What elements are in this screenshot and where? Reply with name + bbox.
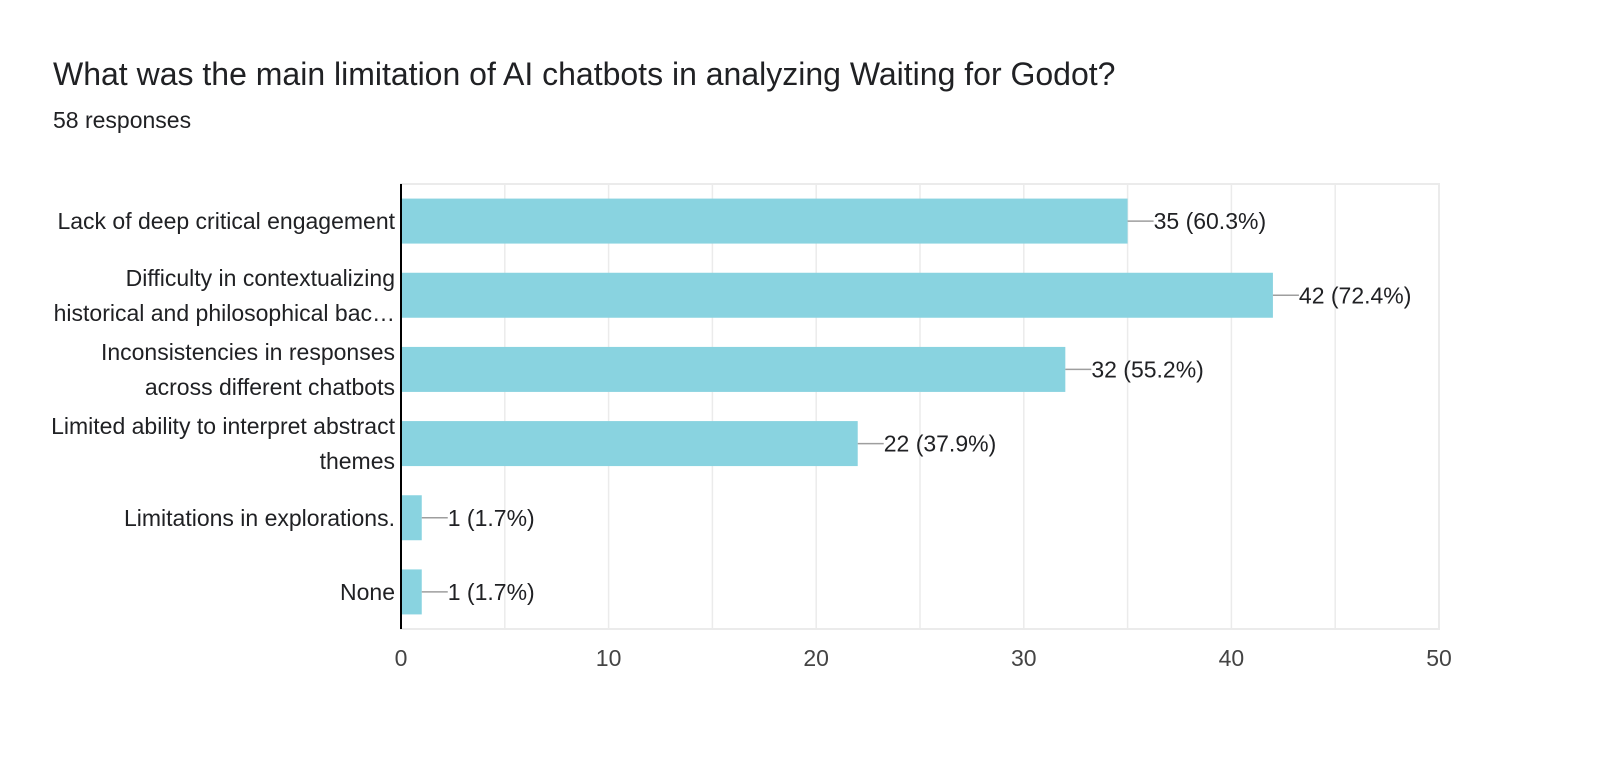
x-tick-label: 40 xyxy=(1219,645,1245,671)
category-label: historical and philosophical bac… xyxy=(54,300,395,326)
bar xyxy=(401,421,858,467)
category-label: Lack of deep critical engagement xyxy=(57,208,395,234)
bar xyxy=(401,346,1066,392)
category-label: Limited ability to interpret abstract xyxy=(51,413,395,439)
data-label: 1 (1.7%) xyxy=(448,579,535,605)
bar xyxy=(401,569,422,615)
x-tick-label: 10 xyxy=(596,645,622,671)
bar xyxy=(401,495,422,541)
x-tick-label: 0 xyxy=(395,645,408,671)
data-label: 42 (72.4%) xyxy=(1299,282,1412,308)
data-label: 1 (1.7%) xyxy=(448,505,535,531)
category-label: Difficulty in contextualizing xyxy=(126,265,395,291)
data-label: 35 (60.3%) xyxy=(1154,208,1267,234)
category-label: across different chatbots xyxy=(145,374,395,400)
bar xyxy=(401,198,1128,244)
x-tick-label: 20 xyxy=(803,645,829,671)
x-tick-label: 50 xyxy=(1426,645,1452,671)
response-count: 58 responses xyxy=(53,107,192,133)
question-title: What was the main limitation of AI chatb… xyxy=(53,56,1116,92)
category-label: Limitations in explorations. xyxy=(124,505,395,531)
category-label: themes xyxy=(320,448,395,474)
category-label: None xyxy=(340,579,395,605)
data-label: 32 (55.2%) xyxy=(1091,356,1204,382)
data-label: 22 (37.9%) xyxy=(884,431,997,457)
x-tick-label: 30 xyxy=(1011,645,1037,671)
bar xyxy=(401,272,1273,318)
category-label: Inconsistencies in responses xyxy=(101,339,395,365)
